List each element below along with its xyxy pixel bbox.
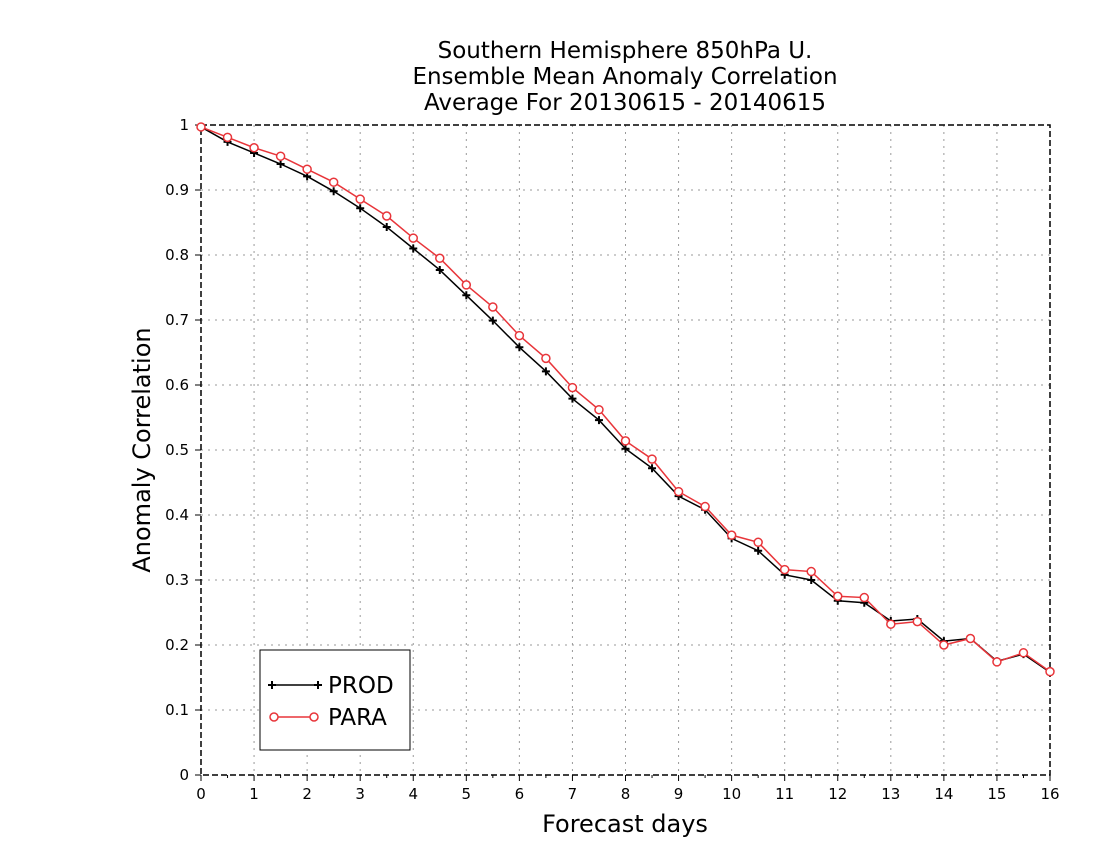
chart-title: Southern Hemisphere 850hPa U. Ensemble M… (412, 38, 837, 116)
data-point-prod (594, 416, 603, 425)
x-tick-label: 2 (302, 785, 312, 803)
x-tick-label: 13 (881, 785, 900, 803)
x-tick-label: 7 (568, 785, 578, 803)
title-line-2: Ensemble Mean Anomaly Correlation (412, 64, 837, 90)
data-point-para (779, 564, 790, 575)
legend: PROD PARA (259, 649, 411, 751)
x-axis-ticks: 0 1 2 3 4 5 6 7 8 9 10 11 12 13 14 15 16 (196, 775, 1060, 803)
data-point-para (912, 616, 923, 627)
data-point-para (806, 566, 816, 577)
data-point-para (965, 633, 976, 644)
data-point-para (355, 194, 365, 204)
series-lines (196, 122, 1055, 677)
x-axis-label: Forecast days (542, 810, 708, 838)
y-tick-label: 0.8 (165, 246, 189, 264)
x-tick-label: 8 (621, 785, 631, 803)
x-tick-label: 14 (934, 785, 953, 803)
data-point-prod (515, 343, 524, 352)
x-tick-label: 4 (408, 785, 418, 803)
data-point-para (833, 591, 843, 601)
data-point-para (435, 253, 445, 263)
x-tick-label: 1 (249, 785, 259, 803)
data-point-prod (409, 244, 418, 253)
data-point-para (514, 330, 525, 341)
legend-para-marker (309, 712, 319, 722)
legend-para-label: PARA (328, 705, 387, 731)
y-tick-label: 0.5 (165, 441, 189, 459)
data-point-prod (356, 204, 365, 213)
data-point-prod (329, 187, 338, 196)
data-point-prod (462, 291, 471, 300)
x-tick-label: 9 (674, 785, 684, 803)
y-tick-label: 0.2 (165, 636, 189, 654)
y-tick-label: 0.4 (165, 506, 189, 524)
x-tick-label: 12 (828, 785, 847, 803)
data-point-prod (754, 546, 763, 555)
grid-lines (201, 125, 1050, 775)
data-point-para (249, 143, 259, 153)
data-point-para (673, 486, 684, 497)
x-tick-label: 0 (196, 785, 206, 803)
data-point-prod (435, 265, 444, 274)
data-point-para (488, 302, 498, 312)
y-tick-label: 0.3 (165, 571, 189, 589)
data-point-prod (382, 223, 391, 232)
x-tick-label: 5 (462, 785, 472, 803)
legend-prod-label: PROD (328, 673, 394, 699)
x-tick-label: 10 (722, 785, 741, 803)
data-point-para (275, 151, 286, 161)
data-point-prod (276, 160, 285, 168)
data-point-para (461, 280, 472, 290)
y-tick-label: 1 (179, 116, 189, 134)
y-tick-label: 0 (179, 766, 189, 784)
data-point-para (620, 436, 631, 446)
data-point-prod (648, 464, 657, 473)
legend-para-marker (269, 712, 279, 722)
data-point-para (859, 592, 870, 603)
data-point-para (886, 619, 896, 629)
y-tick-label: 0.6 (165, 376, 189, 394)
y-tick-label: 0.1 (165, 701, 189, 719)
data-point-para (594, 404, 604, 415)
data-point-para (302, 164, 312, 174)
y-tick-label: 0.9 (165, 181, 189, 199)
x-tick-label: 11 (775, 785, 794, 803)
data-point-para (753, 537, 763, 548)
data-point-prod (568, 394, 577, 403)
data-point-para (567, 382, 578, 393)
data-point-prod (807, 576, 816, 584)
series-para (196, 122, 1055, 677)
data-point-para (541, 353, 551, 364)
data-point-para (381, 211, 392, 221)
data-point-para (1018, 648, 1029, 658)
data-point-para (726, 530, 737, 540)
title-line-1: Southern Hemisphere 850hPa U. (438, 38, 813, 64)
data-point-para (1045, 666, 1055, 677)
x-tick-label: 15 (987, 785, 1006, 803)
data-point-prod (621, 444, 630, 453)
data-point-prod (541, 367, 550, 376)
x-tick-label: 3 (355, 785, 365, 803)
data-point-para (328, 177, 339, 187)
data-point-para (992, 657, 1002, 667)
x-tick-label: 16 (1040, 785, 1059, 803)
data-point-para (222, 132, 233, 143)
data-point-prod (488, 316, 497, 325)
x-tick-label: 6 (515, 785, 525, 803)
y-axis-label: Anomaly Correlation (128, 327, 156, 572)
data-point-para (647, 454, 657, 464)
y-axis-ticks: 0 0.1 0.2 0.3 0.4 0.5 0.6 0.7 0.8 0.9 1 (165, 116, 201, 784)
legend-prod-marker (268, 681, 322, 689)
data-point-para (939, 640, 949, 650)
data-point-para (408, 233, 418, 243)
data-point-para (700, 501, 710, 512)
title-line-3: Average For 20130615 - 20140615 (424, 90, 826, 116)
legend-box (259, 649, 411, 751)
data-point-para (196, 122, 206, 132)
y-tick-label: 0.7 (165, 311, 189, 329)
